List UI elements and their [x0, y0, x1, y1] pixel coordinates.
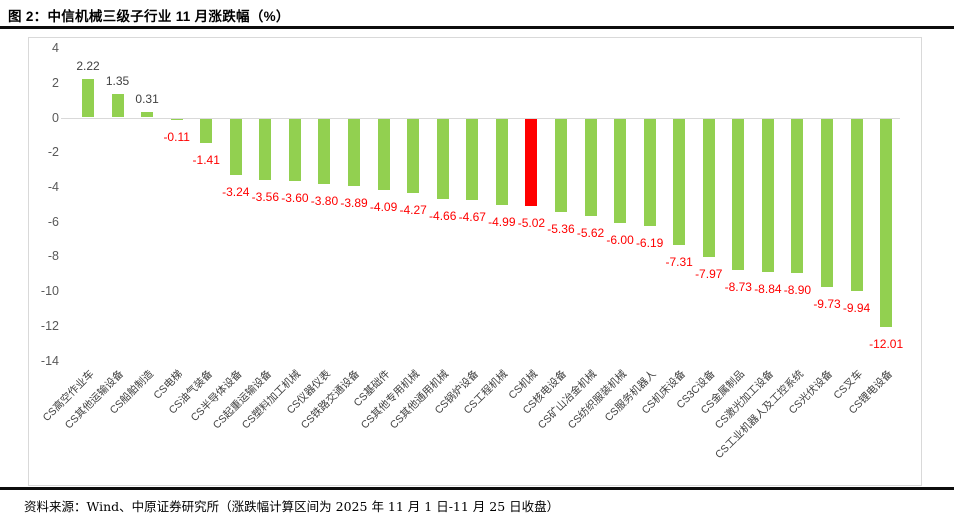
y-axis-tick-label: -10 — [40, 284, 59, 299]
bar — [348, 118, 361, 187]
bar-highlighted — [525, 118, 538, 206]
footer-divider-line — [0, 487, 954, 490]
y-axis-tick-label: 2 — [52, 75, 59, 90]
bar — [880, 118, 893, 327]
bar — [229, 118, 242, 175]
bar — [170, 118, 183, 121]
bar-chart-panel: 4 2 0 -2 -4 -6 -8 -10 -12 -14 2.22 1.35 0.31 -0.11 -1… — [28, 37, 922, 486]
bar — [259, 118, 272, 181]
bar — [436, 118, 449, 200]
value-label: -7.31 — [665, 255, 693, 270]
x-axis-zero-line — [61, 117, 900, 119]
bar — [288, 118, 301, 181]
bar — [643, 118, 656, 226]
y-axis-tick-label: 4 — [52, 41, 59, 56]
value-label: -8.73 — [724, 280, 752, 295]
value-label: 0.31 — [135, 92, 159, 107]
y-axis-tick-label: -12 — [40, 318, 59, 333]
bar — [111, 94, 124, 118]
value-label: -3.80 — [310, 194, 339, 209]
title-divider-line — [0, 26, 954, 29]
bar — [407, 118, 420, 193]
value-label: -4.09 — [369, 199, 398, 214]
bar — [791, 118, 804, 273]
bar — [377, 118, 390, 190]
value-label: -8.84 — [754, 281, 782, 296]
bar — [318, 118, 331, 185]
value-label: -0.11 — [163, 130, 190, 145]
value-label: -9.94 — [842, 301, 871, 316]
value-label: -4.99 — [488, 215, 516, 230]
value-label: -3.89 — [340, 196, 368, 211]
value-label: -12.01 — [869, 336, 904, 351]
value-label: 2.22 — [76, 58, 100, 73]
value-label: -5.02 — [517, 215, 546, 230]
bar — [466, 118, 479, 200]
value-label: -9.73 — [813, 297, 841, 312]
y-axis-tick-label: -2 — [47, 145, 59, 160]
value-label: -5.36 — [547, 221, 575, 236]
bar — [82, 78, 94, 118]
bar — [673, 118, 686, 246]
bar — [141, 112, 154, 118]
bar — [821, 118, 833, 288]
y-axis-tick-label: 0 — [52, 110, 59, 125]
value-label: -3.24 — [222, 184, 250, 199]
y-axis-tick-label: -4 — [47, 179, 59, 194]
bar — [584, 118, 597, 217]
value-label: -1.41 — [192, 152, 220, 167]
value-label: -4.27 — [399, 202, 427, 217]
value-label: -4.66 — [429, 209, 457, 224]
value-label: -4.67 — [458, 209, 486, 224]
source-note: 资料来源：Wind、中原证券研究所（涨跌幅计算区间为 2025 年 11 月 1… — [24, 499, 560, 514]
value-label: -6.19 — [635, 235, 664, 250]
value-label: 1.35 — [105, 74, 130, 89]
value-label: -5.62 — [576, 226, 605, 241]
bar — [850, 118, 863, 292]
bar — [761, 118, 774, 272]
value-label: -8.90 — [783, 283, 812, 297]
y-axis-tick-label: -8 — [47, 249, 59, 264]
value-label: -3.56 — [251, 190, 280, 205]
bar — [200, 118, 213, 143]
bar — [495, 118, 508, 206]
y-axis-tick-label: -14 — [40, 353, 59, 368]
value-label: -6.00 — [606, 232, 634, 247]
value-label: -7.97 — [695, 266, 723, 281]
bar — [614, 118, 627, 223]
value-label: -3.60 — [281, 190, 309, 205]
bar — [732, 118, 745, 271]
bar — [702, 118, 715, 257]
bar — [554, 118, 567, 212]
figure-title: 图 2：中信机械三级子行业 11 月涨跌幅（%） — [8, 9, 290, 24]
y-axis-tick-label: -6 — [47, 214, 59, 229]
